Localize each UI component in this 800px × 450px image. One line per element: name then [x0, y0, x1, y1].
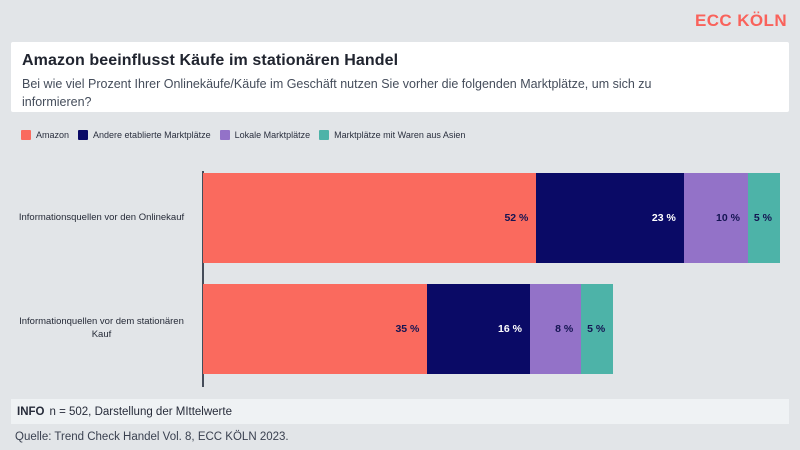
page-subtitle: Bei wie viel Prozent Ihrer Onlinekäufe/K…: [22, 77, 652, 109]
bar-segment: 16 %: [427, 284, 530, 374]
legend-item: Lokale Marktplätze: [219, 130, 311, 140]
bar-segment: 23 %: [536, 173, 684, 263]
legend-label: Marktplätze mit Waren aus Asien: [334, 130, 466, 140]
bar-segment: 10 %: [683, 173, 748, 263]
bar-row: Informationquellen vor dem stationären K…: [0, 284, 800, 374]
legend-item: Marktplätze mit Waren aus Asien: [319, 130, 465, 140]
legend-swatch: [78, 130, 89, 140]
chart-axis-line: [202, 171, 204, 387]
bar-segment: 35 %: [203, 284, 428, 374]
info-label: INFO: [17, 405, 45, 418]
legend-item: Andere etablierte Marktplätze: [78, 130, 211, 140]
legend-label: Andere etablierte Marktplätze: [93, 130, 211, 140]
source-note: Quelle: Trend Check Handel Vol. 8, ECC K…: [15, 431, 289, 443]
bar-segment: 5 %: [747, 173, 780, 263]
bar-stack: 35 % 16 % 8 % 5 %: [203, 284, 780, 374]
info-strip: INFO n = 502, Darstellung der MIttelwert…: [11, 399, 789, 424]
info-text: n = 502, Darstellung der MIttelwerte: [49, 405, 232, 418]
bar-row-label: Informationsquellen vor den Onlinekauf: [18, 211, 185, 223]
bar-segment: 8 %: [529, 284, 582, 374]
bar-segment: 5 %: [581, 284, 614, 374]
bar-stack: 52 % 23 % 10 % 5 %: [203, 173, 780, 263]
brand-logo: ECC KÖLN: [695, 11, 787, 30]
legend-label: Amazon: [36, 130, 70, 140]
legend-swatch: [21, 130, 31, 140]
chart-legend: Amazon Andere etablierte Marktplätze Lokal…: [21, 130, 465, 140]
page-title: Amazon beeinflusst Käufe im stationären …: [22, 52, 399, 69]
header-card: Amazon beeinflusst Käufe im stationären …: [11, 42, 789, 112]
legend-item: Amazon: [21, 130, 69, 140]
legend-swatch: [219, 130, 230, 140]
stacked-bar-chart: Informationsquellen vor den Onlinekauf 52…: [0, 173, 800, 395]
legend-label: Lokale Marktplätze: [234, 130, 311, 140]
bar-row-label: Informationquellen vor dem stationären K…: [19, 316, 184, 340]
bar-segment: 52 %: [203, 173, 537, 263]
bar-row: Informationsquellen vor den Onlinekauf 52…: [0, 173, 800, 263]
legend-swatch: [319, 130, 330, 140]
